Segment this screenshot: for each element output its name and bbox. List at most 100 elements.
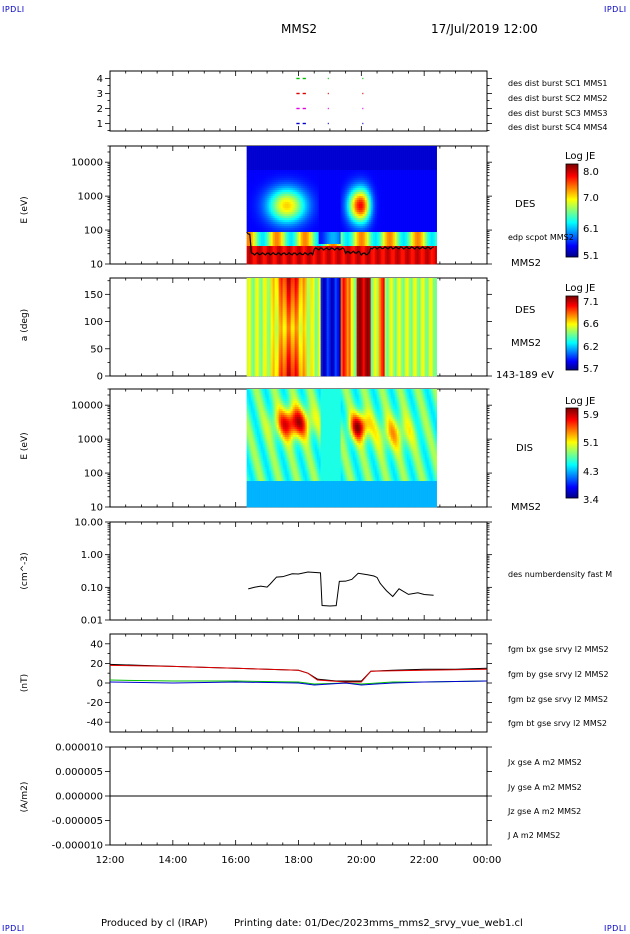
des-energy-cell xyxy=(256,156,259,159)
des-energy-cell xyxy=(338,202,341,205)
des-energy-cell xyxy=(288,188,291,191)
des-energy-cell xyxy=(254,220,257,223)
des-energy-cell xyxy=(304,208,307,211)
des-energy-cell xyxy=(304,204,307,207)
des-energy-cell xyxy=(328,262,331,265)
des-energy-cell xyxy=(264,160,267,163)
des-energy-cell xyxy=(310,162,313,165)
des-energy-cell xyxy=(390,196,393,199)
des-energy-cell xyxy=(328,238,331,241)
des-energy-cell xyxy=(274,194,277,197)
des-energy-cell xyxy=(320,176,323,179)
des-energy-cell xyxy=(356,254,359,257)
des-energy-cell xyxy=(366,184,369,187)
des-energy-cell xyxy=(262,218,265,221)
des-energy-cell xyxy=(328,182,331,185)
des-energy-cell xyxy=(264,222,267,225)
des-energy-cell xyxy=(370,244,373,247)
des-energy-cell xyxy=(306,194,309,197)
burst-ytick-label: 1 xyxy=(97,119,103,130)
des-energy-cell xyxy=(248,150,251,153)
des-energy-cell xyxy=(394,166,397,169)
des-energy-cell xyxy=(346,206,349,209)
des-energy-cell xyxy=(268,212,271,215)
des-energy-cell xyxy=(312,198,315,201)
des-energy-cell xyxy=(310,204,313,207)
des-energy-cell xyxy=(348,198,351,201)
des-energy-cell xyxy=(324,240,327,243)
des-energy-cell xyxy=(294,204,297,207)
des-energy-cell xyxy=(292,230,295,233)
des-energy-cell xyxy=(268,206,271,209)
des-energy-cell xyxy=(288,160,291,163)
des-energy-cell xyxy=(406,168,409,171)
des-energy-cell xyxy=(256,244,259,247)
des-energy-cell xyxy=(318,160,321,163)
des-energy-cell xyxy=(270,170,273,173)
des-energy-cell xyxy=(352,256,355,259)
des-energy-cell xyxy=(290,154,293,157)
des-energy-cell xyxy=(360,238,363,241)
des-energy-cell xyxy=(390,244,393,247)
des-energy-cell xyxy=(386,166,389,169)
des-energy-cell xyxy=(358,250,361,253)
des-energy-cell xyxy=(368,200,371,203)
des-energy-cell xyxy=(256,242,259,245)
des-energy-cell xyxy=(282,154,285,157)
des-energy-cell xyxy=(292,180,295,183)
des-energy-cell xyxy=(408,160,411,163)
des-energy-cell xyxy=(392,208,395,211)
des-energy-cell xyxy=(394,214,397,217)
des-energy-cell xyxy=(258,248,261,251)
des-energy-cell xyxy=(394,204,397,207)
des-energy-cell xyxy=(352,156,355,159)
des-energy-cell xyxy=(280,244,283,247)
des-energy-cell xyxy=(266,168,269,171)
des-energy-cell xyxy=(302,246,305,249)
des-energy-cell xyxy=(352,216,355,219)
des-energy-cell xyxy=(356,260,359,263)
des-energy-cell xyxy=(292,212,295,215)
des-energy-cell xyxy=(406,174,409,177)
des-energy-cell xyxy=(396,204,399,207)
des-energy-cell xyxy=(250,204,253,207)
des-energy-cell xyxy=(354,210,357,213)
des-energy-cell xyxy=(266,164,269,167)
des-energy-cell xyxy=(366,262,369,265)
des-energy-cell xyxy=(382,154,385,157)
des-energy-cell xyxy=(360,194,363,197)
des-energy-cell xyxy=(364,178,367,181)
des-energy-cell xyxy=(248,244,251,247)
des-energy-cell xyxy=(282,146,285,149)
des-energy-cell xyxy=(316,200,319,203)
des-energy-cell xyxy=(256,224,259,227)
des-energy-cell xyxy=(374,150,377,153)
des-energy-cell xyxy=(322,164,325,167)
des-energy-cell xyxy=(406,240,409,243)
des-energy-cell xyxy=(294,182,297,185)
des-energy-cell xyxy=(390,170,393,173)
des-energy-cell xyxy=(288,234,291,237)
des-energy-cell xyxy=(322,230,325,233)
des-energy-cell xyxy=(256,236,259,239)
des-energy-cell xyxy=(396,178,399,181)
des-energy-cell xyxy=(358,180,361,183)
des-energy-cell xyxy=(350,196,353,199)
des-energy-cell xyxy=(368,170,371,173)
des-energy-cell xyxy=(376,188,379,191)
des-energy-cell xyxy=(372,252,375,255)
des-energy-cell xyxy=(346,176,349,179)
des-energy-cell xyxy=(404,214,407,217)
des-energy-cell xyxy=(290,198,293,201)
des-energy-cell xyxy=(334,178,337,181)
des-energy-cell xyxy=(256,164,259,167)
des-energy-cell xyxy=(272,210,275,213)
des-energy-cell xyxy=(254,204,257,207)
des-energy-cell xyxy=(296,232,299,235)
des-energy-cell xyxy=(256,188,259,191)
des-energy-cell xyxy=(384,180,387,183)
des-energy-cell xyxy=(260,154,263,157)
des-energy-cell xyxy=(374,240,377,243)
des-energy-cell xyxy=(260,148,263,151)
des-energy-cell xyxy=(294,184,297,187)
